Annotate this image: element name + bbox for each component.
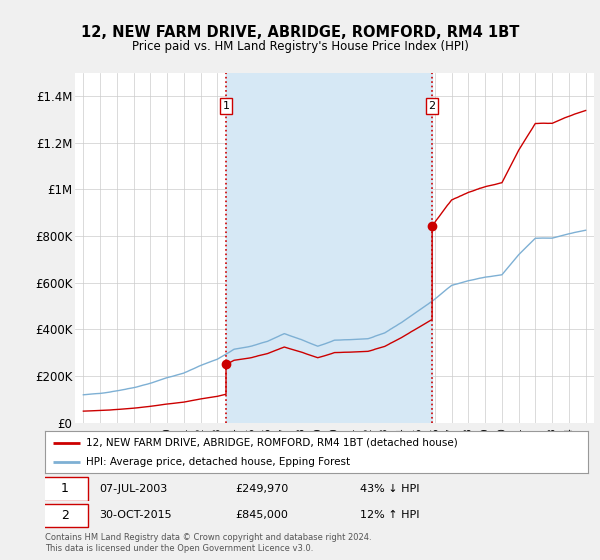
Text: 12, NEW FARM DRIVE, ABRIDGE, ROMFORD, RM4 1BT: 12, NEW FARM DRIVE, ABRIDGE, ROMFORD, RM… (81, 25, 519, 40)
Bar (226, 73, 432, 423)
Text: 43% ↓ HPI: 43% ↓ HPI (360, 484, 419, 494)
Text: 07-JUL-2003: 07-JUL-2003 (100, 484, 167, 494)
Text: HPI: Average price, detached house, Epping Forest: HPI: Average price, detached house, Eppi… (86, 457, 350, 467)
Text: £845,000: £845,000 (235, 510, 288, 520)
Text: 1: 1 (61, 482, 69, 496)
Text: Price paid vs. HM Land Registry's House Price Index (HPI): Price paid vs. HM Land Registry's House … (131, 40, 469, 53)
Text: 12% ↑ HPI: 12% ↑ HPI (360, 510, 419, 520)
Text: 12, NEW FARM DRIVE, ABRIDGE, ROMFORD, RM4 1BT (detached house): 12, NEW FARM DRIVE, ABRIDGE, ROMFORD, RM… (86, 437, 457, 447)
Text: Contains HM Land Registry data © Crown copyright and database right 2024.
This d: Contains HM Land Registry data © Crown c… (45, 533, 371, 553)
Text: £249,970: £249,970 (235, 484, 288, 494)
FancyBboxPatch shape (42, 504, 88, 528)
Text: 2: 2 (61, 508, 69, 522)
FancyBboxPatch shape (42, 477, 88, 501)
Text: 30-OCT-2015: 30-OCT-2015 (100, 510, 172, 520)
Text: 2: 2 (428, 101, 436, 111)
Text: 1: 1 (223, 101, 230, 111)
